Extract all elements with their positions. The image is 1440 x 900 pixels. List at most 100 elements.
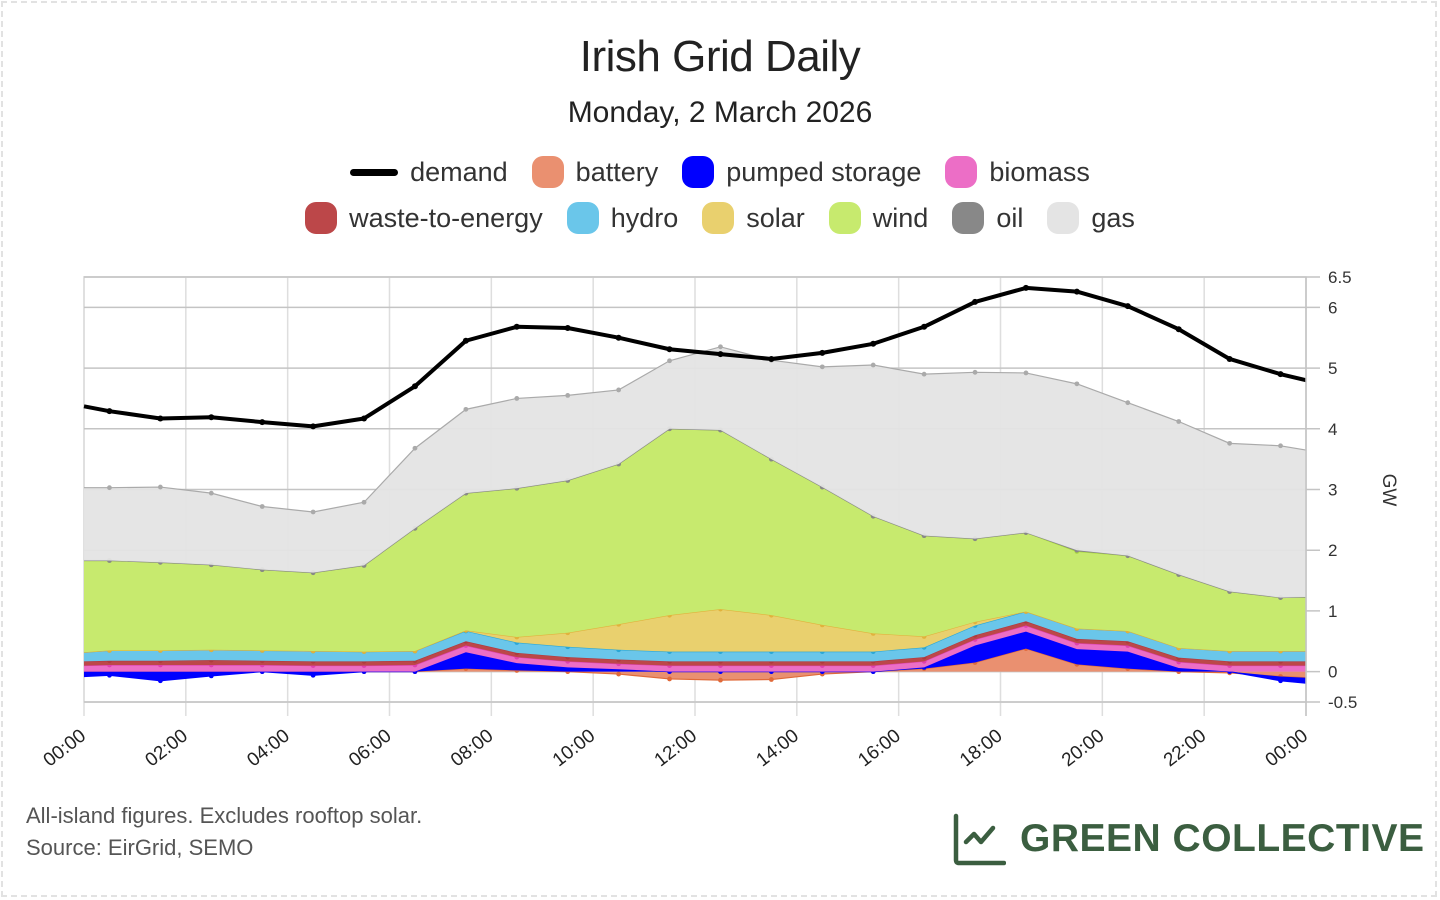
data-point-gas bbox=[565, 392, 571, 398]
data-point-demand bbox=[921, 323, 928, 330]
data-point-gas bbox=[1278, 443, 1283, 449]
data-point-gas bbox=[1023, 370, 1029, 376]
y-tick-label: 6.5 bbox=[1328, 268, 1352, 287]
x-tick-label: 22:00 bbox=[1160, 725, 1210, 771]
data-point-demand bbox=[717, 351, 724, 358]
legend-label: gas bbox=[1091, 202, 1135, 233]
area-waste bbox=[84, 621, 1306, 666]
data-point-gas bbox=[1227, 440, 1233, 446]
chart-footer: All-island figures. Excludes rooftop sol… bbox=[26, 800, 422, 864]
legend-swatch-oil bbox=[952, 202, 985, 234]
data-point-demand bbox=[972, 298, 979, 305]
data-point-gas bbox=[208, 490, 214, 496]
legend-item-waste[interactable]: waste-to-energy bbox=[305, 202, 543, 234]
data-point-demand bbox=[1175, 326, 1182, 333]
legend-item-gas[interactable]: gas bbox=[1047, 202, 1135, 234]
legend-item-battery[interactable]: battery bbox=[531, 156, 659, 188]
data-point-pumped-storage bbox=[157, 678, 163, 684]
data-point-gas bbox=[870, 362, 876, 368]
line-chart-icon bbox=[953, 813, 1006, 866]
legend-label: oil bbox=[996, 202, 1024, 233]
area-solar bbox=[84, 609, 1306, 653]
legend-swatch-waste bbox=[305, 202, 338, 234]
legend-swatch-demand bbox=[350, 168, 399, 176]
data-point-pumped-storage bbox=[107, 672, 112, 678]
data-point-demand bbox=[1022, 284, 1029, 291]
area-biomass bbox=[84, 625, 1306, 672]
brand-name: GREEN COLLECTIVE bbox=[1020, 817, 1425, 860]
data-point-pumped-storage bbox=[1278, 678, 1283, 684]
data-point-demand bbox=[208, 414, 215, 421]
data-point-gas bbox=[412, 445, 418, 451]
x-tick-label: 12:00 bbox=[651, 725, 701, 771]
area-wind bbox=[84, 428, 1306, 653]
legend-label: battery bbox=[575, 156, 659, 187]
data-point-gas bbox=[819, 364, 825, 370]
legend-item-pumped-storage[interactable]: pumped storage bbox=[682, 156, 921, 188]
data-point-gas bbox=[514, 396, 520, 401]
y-axis-title: GW bbox=[1378, 474, 1399, 507]
data-point-demand bbox=[768, 355, 775, 362]
data-point-demand bbox=[819, 349, 826, 356]
brand-logo: GREEN COLLECTIVE bbox=[952, 812, 1425, 866]
demand-line bbox=[83, 285, 1307, 429]
legend-item-oil[interactable]: oil bbox=[952, 202, 1023, 234]
data-point-demand bbox=[462, 337, 469, 344]
legend-swatch-gas bbox=[1047, 202, 1080, 234]
data-point-battery bbox=[616, 671, 622, 677]
x-tick-label: 08:00 bbox=[447, 725, 497, 771]
legend-item-solar[interactable]: solar bbox=[702, 202, 805, 234]
legend-item-wind[interactable]: wind bbox=[828, 202, 929, 234]
data-point-gas bbox=[259, 504, 265, 509]
data-point-demand bbox=[513, 323, 520, 330]
legend-swatch-wind bbox=[828, 202, 861, 234]
stacked-areas bbox=[83, 344, 1307, 684]
data-point-demand bbox=[259, 419, 266, 426]
area-hydro bbox=[84, 611, 1306, 662]
area-pumped-storage bbox=[84, 631, 1306, 684]
data-point-pumped-storage bbox=[310, 672, 316, 678]
x-tick-label: 20:00 bbox=[1058, 725, 1108, 771]
legend-label: waste-to-energy bbox=[349, 202, 543, 233]
source-note: Source: EirGrid, SEMO bbox=[26, 835, 254, 860]
data-point-demand bbox=[310, 423, 317, 430]
legend-label: demand bbox=[410, 156, 508, 187]
data-point-demand bbox=[1073, 288, 1080, 295]
y-tick-label: 5 bbox=[1328, 359, 1337, 378]
data-point-demand bbox=[1226, 355, 1233, 362]
legend-label: wind bbox=[872, 202, 929, 233]
legend-row-1: demand battery pumped storage biomass bbox=[0, 156, 1440, 188]
data-point-gas bbox=[463, 406, 469, 412]
x-tick-label: 18:00 bbox=[956, 725, 1006, 771]
x-tick-label: 00:00 bbox=[1262, 725, 1312, 771]
legend-swatch-pumped-storage bbox=[682, 156, 715, 188]
x-tick-label: 06:00 bbox=[345, 725, 395, 771]
data-point-demand bbox=[666, 346, 673, 353]
data-point-demand bbox=[411, 383, 418, 390]
data-point-demand bbox=[615, 334, 622, 341]
area-edge-gas bbox=[84, 346, 1307, 513]
y-tick-label: 2 bbox=[1328, 541, 1337, 560]
x-tick-label: 02:00 bbox=[142, 725, 192, 771]
area-battery bbox=[84, 648, 1306, 681]
data-point-gas bbox=[1074, 381, 1080, 387]
legend-swatch-hydro bbox=[566, 202, 599, 234]
x-tick-label: 04:00 bbox=[243, 725, 293, 771]
y-tick-label: 3 bbox=[1328, 481, 1337, 500]
legend-item-biomass[interactable]: biomass bbox=[945, 156, 1090, 188]
legend-row-2: waste-to-energy hydro solar wind oil gas bbox=[0, 202, 1440, 234]
data-point-gas bbox=[107, 485, 112, 491]
x-tick-label: 00:00 bbox=[40, 725, 90, 771]
data-point-demand bbox=[361, 415, 368, 422]
y-tick-label: 0 bbox=[1328, 663, 1337, 682]
legend-item-hydro[interactable]: hydro bbox=[566, 202, 678, 234]
legend-item-demand[interactable]: demand bbox=[350, 157, 508, 188]
data-point-demand bbox=[1277, 371, 1284, 378]
y-tick-label: 4 bbox=[1328, 420, 1337, 439]
data-point-pumped-storage bbox=[208, 673, 214, 679]
x-tick-label: 16:00 bbox=[854, 725, 904, 771]
legend-swatch-solar bbox=[702, 202, 735, 234]
y-tick-label: -0.5 bbox=[1328, 693, 1357, 712]
data-point-gas bbox=[616, 387, 622, 393]
